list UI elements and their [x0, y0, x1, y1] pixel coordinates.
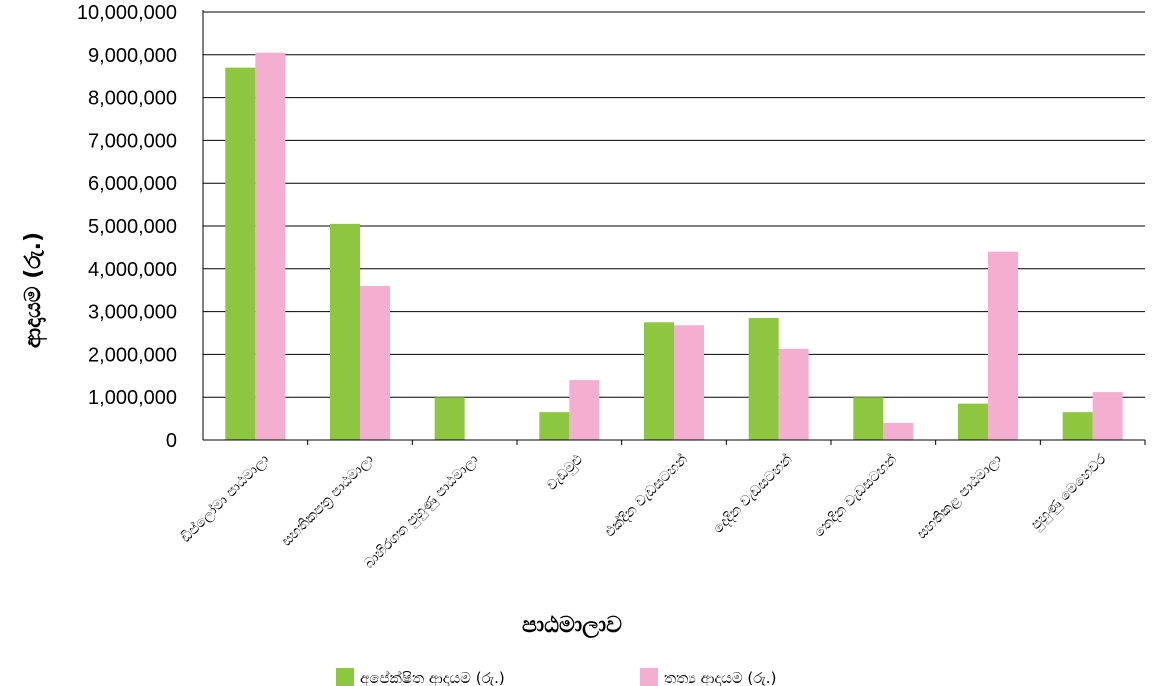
bar-actual [569, 380, 600, 440]
y-tick-label: 8,000,000 [88, 88, 177, 110]
y-tick-labels: 0 1,000,000 2,000,000 3,000,000 4,000,000 5,0… [77, 2, 177, 452]
bar-expected [644, 322, 674, 440]
bar-expected [958, 403, 988, 440]
legend-label-actual: තත්‍ය ආදායම (රු.) [664, 669, 776, 686]
y-tick-label: 7,000,000 [88, 130, 177, 152]
bar-actual [255, 52, 286, 440]
legend-label-expected: අපේක්ෂිත ආදායම (රු.) [360, 669, 505, 686]
bar-actual [778, 348, 809, 440]
bar-expected [1062, 412, 1093, 440]
y-tick-label: 3,000,000 [88, 302, 177, 324]
y-tick-label: 5,000,000 [88, 216, 177, 238]
bar-expected [853, 397, 884, 440]
legend-swatch-expected [336, 668, 354, 686]
y-tick-label: 1,000,000 [88, 387, 177, 409]
y-tick-label: 9,000,000 [88, 45, 177, 67]
legend: අපේක්ෂිත ආදායම (රු.) තත්‍ය ආදායම (රු.) [336, 668, 776, 686]
y-tick-label: 6,000,000 [88, 173, 177, 195]
x-tick-label: පුහුණු මෙහෙවර [1028, 451, 1111, 534]
x-tick-label: ඩිප්ලෝමා පාඨමාලා [178, 451, 273, 546]
bar-expected [748, 318, 779, 440]
bar-actual [360, 285, 390, 440]
bar-expected [330, 223, 360, 440]
x-tick-label: වැඩමුළු [544, 452, 587, 495]
bar-actual [1092, 392, 1123, 440]
bar-expected [539, 412, 570, 440]
x-tick-label: බාහිරගත පුහුණු පාඨමාලා [361, 451, 482, 572]
y-tick-label: 2,000,000 [88, 344, 177, 366]
legend-swatch-actual [640, 668, 658, 686]
bar-actual [674, 325, 704, 440]
axes [202, 10, 1146, 445]
x-axis-title: පාඨමාලාව [522, 613, 622, 639]
y-tick-label: 0 [166, 430, 177, 452]
bars [225, 52, 1123, 440]
y-tick-label: 10,000,000 [77, 2, 177, 24]
x-tick-label: සහතිකළ පාඨමාලා [914, 451, 1005, 542]
x-tick-labels: ඩිප්ලෝමා පාඨමාලා සහතිකපත්‍ර පාඨමාලාබාහිරග… [178, 451, 1111, 572]
bar-expected [434, 397, 465, 440]
x-tick-label: එක්දින වැඩසටහන් [602, 451, 691, 540]
x-tick-label: තෙදින වැඩසටහන් [811, 451, 900, 540]
x-tick-label: දෙදින වැඩසටහන් [710, 451, 795, 536]
bar-actual [988, 251, 1018, 440]
x-tick-label: සහතිකපත්‍ර පාඨමාලා [279, 451, 378, 550]
bar-expected [225, 67, 256, 440]
y-axis-title: ආදායම (රු.) [21, 232, 47, 348]
y-tick-label: 4,000,000 [88, 259, 177, 281]
bar-actual [883, 422, 914, 440]
